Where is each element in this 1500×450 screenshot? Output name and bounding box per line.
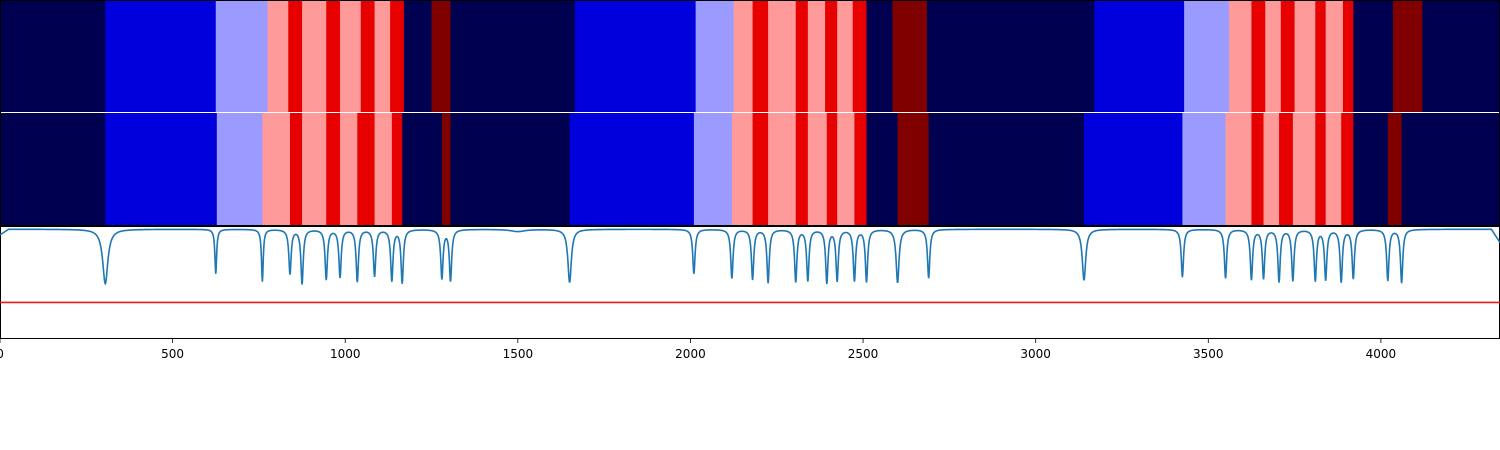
bottom-strip-segment (1387, 113, 1403, 226)
bottom-strip-segment (1401, 113, 1500, 226)
top-strip-segment (795, 1, 809, 113)
x-tick-label: 4000 (1366, 347, 1397, 361)
bottom-strip-segment (1341, 113, 1354, 226)
top-strip-segment (1342, 1, 1354, 113)
top-strip-segment (574, 1, 697, 113)
x-tick-label: 1000 (330, 347, 361, 361)
bottom-strip-segment (1225, 113, 1253, 226)
bottom-strip-segment (569, 113, 695, 226)
top-strip-segment (1280, 1, 1296, 113)
top-strip-segment (288, 1, 303, 113)
bottom-strip-segment (837, 113, 856, 226)
bottom-strip-segment (326, 113, 341, 226)
bottom-strip-segment (441, 113, 452, 226)
bottom-strip-segment (854, 113, 868, 226)
bottom-strip-segment (391, 113, 403, 226)
bottom-strip-segment (1279, 113, 1294, 226)
top-strip-segment (302, 1, 327, 113)
x-tick-label: 2500 (848, 347, 879, 361)
bottom-strip-segment (693, 113, 733, 226)
top-strip-segment (1392, 1, 1423, 113)
bottom-strip-segment (866, 113, 899, 226)
bottom-strip-segment (1182, 113, 1227, 226)
bottom-strip-segment (731, 113, 754, 226)
top-strip-segment (215, 1, 269, 113)
top-strip-segment (1184, 1, 1230, 113)
top-strip-segment (892, 1, 928, 113)
top-segmentation-strip (0, 1, 1500, 113)
top-strip-segment (1251, 1, 1266, 113)
bottom-strip-segment (928, 113, 1085, 226)
top-strip-segment (825, 1, 838, 113)
top-strip-segment (267, 1, 289, 113)
top-strip-segment (1094, 1, 1185, 113)
bottom-segmentation-strip (0, 113, 1500, 226)
top-strip-segment (752, 1, 769, 113)
bottom-strip-segment (752, 113, 769, 226)
top-strip-segment (1229, 1, 1253, 113)
top-strip-segment (837, 1, 854, 113)
top-strip-segment (105, 1, 217, 113)
probability-line (0, 228, 1500, 286)
top-strip-segment (1422, 1, 1500, 113)
bottom-strip-segment (826, 113, 838, 226)
bottom-strip-segment (216, 113, 263, 226)
bottom-strip-segment (795, 113, 809, 226)
x-tick-label: 3500 (1193, 347, 1224, 361)
x-tick-label: 500 (161, 347, 184, 361)
bottom-strip-segment (768, 113, 797, 226)
top-strip-segment (852, 1, 868, 113)
top-strip-segment (431, 1, 452, 113)
bottom-strip-segment (302, 113, 327, 226)
bottom-strip-segment (340, 113, 358, 226)
bottom-strip-segment (105, 113, 218, 226)
top-strip-segment (374, 1, 391, 113)
top-strip-segment (340, 1, 362, 113)
top-strip-segment (733, 1, 754, 113)
top-strip-segment (866, 1, 893, 113)
top-strip-segment (1294, 1, 1316, 113)
top-strip-segment (450, 1, 576, 113)
x-axis: 0 500 1000 1500 2000 2500 3000 3500 4000 (0, 338, 1397, 361)
bottom-strip-segment (1353, 113, 1389, 226)
top-strip-segment (0, 1, 106, 113)
top-strip-segment (1325, 1, 1344, 113)
top-strip-segment (390, 1, 405, 113)
top-strip-segment (1265, 1, 1282, 113)
top-strip-segment (403, 1, 433, 113)
bottom-strip-segment (450, 113, 571, 226)
bottom-strip-segment (262, 113, 291, 226)
top-strip-segment (926, 1, 1095, 113)
bottom-strip-segment (374, 113, 393, 226)
bottom-strip-segment (1292, 113, 1316, 226)
x-tick-label: 3000 (1020, 347, 1051, 361)
bottom-strip-segment (1325, 113, 1342, 226)
bottom-strip-segment (1315, 113, 1327, 226)
x-tick-label: 2000 (675, 347, 706, 361)
top-strip-segment (695, 1, 735, 113)
x-tick-label: 1500 (503, 347, 534, 361)
probability-panel (0, 226, 1500, 339)
top-strip-segment (1315, 1, 1327, 113)
bottom-strip-segment (1084, 113, 1183, 226)
bottom-strip-segment (1251, 113, 1265, 226)
bottom-strip-segment (289, 113, 303, 226)
bottom-strip-segment (1263, 113, 1280, 226)
top-strip-segment (768, 1, 797, 113)
top-strip-segment (1353, 1, 1394, 113)
bottom-strip-segment (807, 113, 828, 226)
x-tick-label: 0 (0, 347, 4, 361)
top-strip-segment (326, 1, 341, 113)
bottom-strip-segment (402, 113, 443, 226)
bottom-strip-segment (897, 113, 930, 226)
top-strip-segment (360, 1, 376, 113)
bottom-strip-segment (0, 113, 106, 226)
top-strip-segment (807, 1, 826, 113)
bottom-strip-segment (357, 113, 376, 226)
